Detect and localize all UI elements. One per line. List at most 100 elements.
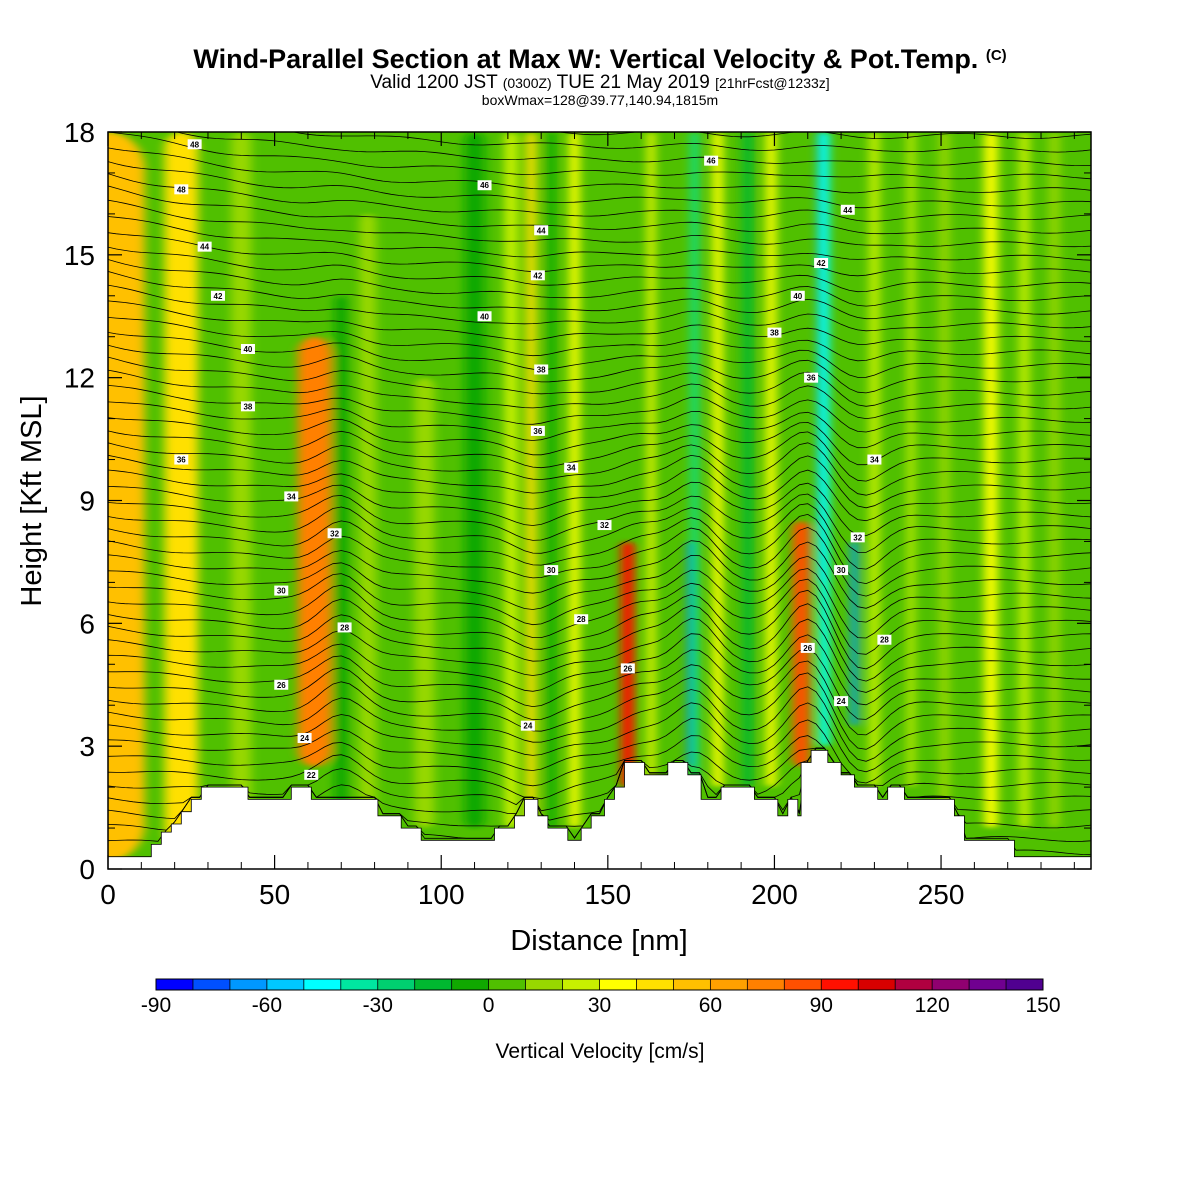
contour-label-17: 42 [533, 271, 542, 280]
y-tick-label-1: 3 [79, 731, 95, 762]
isentrope-25 [108, 481, 1091, 537]
isentrope-48 [108, 161, 1091, 209]
colorbar-label-6: 90 [810, 994, 833, 1017]
colorbar-swatch-1 [192, 979, 231, 990]
contour-label-11: 26 [277, 681, 286, 690]
velocity-band-8 [464, 132, 485, 829]
contour-label-14: 46 [480, 181, 489, 190]
valid-time-line: Valid 1200 JST (0300Z) TUE 21 May 2019 [… [0, 72, 1200, 94]
isentrope-36 [108, 332, 1091, 378]
contour-label-23: 28 [577, 615, 586, 624]
isentrope-40 [108, 271, 1091, 320]
isentrope-37 [108, 317, 1091, 362]
isentrope-53 [555, 132, 1091, 140]
isentrope-26 [108, 467, 1091, 522]
isentrope-41 [108, 259, 1091, 307]
isentrope-12 [108, 648, 1091, 720]
colorbar-label-4: 30 [588, 994, 611, 1017]
contour-label-18: 38 [537, 365, 546, 374]
contour-label-bg-8 [327, 528, 342, 539]
colorbar-swatch-10 [525, 979, 563, 990]
colorbar-swatch-5 [340, 979, 379, 990]
contour-label-bg-2 [197, 241, 212, 252]
isentrope-52 [291, 132, 1091, 153]
contour-label-bg-13 [304, 769, 319, 780]
valid-prefix: Valid 1200 JST [370, 72, 498, 93]
y-tick-label-6: 18 [64, 117, 95, 148]
y-axis-title: Height [Kft MSL] [16, 395, 48, 606]
isentrope-33 [108, 369, 1091, 420]
isentrope-39 [108, 284, 1091, 332]
contour-label-25: 24 [523, 722, 532, 731]
colorbar-swatch-6 [377, 979, 416, 990]
velocity-band-12 [569, 132, 580, 829]
isentrope-45 [108, 199, 1091, 248]
colorbar-swatch-7 [414, 979, 453, 990]
colorbar-label-8: 150 [1025, 994, 1060, 1017]
contour-label-bg-3 [210, 290, 225, 301]
colorbar-swatch-17 [784, 979, 822, 990]
isentrope-20 [108, 540, 1091, 609]
isentrope-54 [108, 76, 1091, 125]
contour-label-bg-35 [877, 634, 892, 645]
colorbar-label-2: -30 [363, 994, 393, 1017]
contour-label-21: 32 [600, 521, 609, 530]
isentrope-11 [108, 660, 1091, 736]
isentrope-51 [175, 132, 1091, 167]
x-tick-label-2: 100 [418, 879, 465, 910]
contour-label-bg-6 [174, 454, 189, 465]
isentrope-44 [108, 216, 1091, 261]
contour-label-bg-20 [564, 462, 579, 473]
x-axis-title: Distance [nm] [510, 925, 687, 957]
colorbar-swatch-22 [969, 979, 1007, 990]
contour-label-bg-12 [297, 732, 312, 743]
y-tick-label-4: 12 [64, 363, 95, 394]
contour-label-bg-0 [187, 139, 202, 150]
valid-date: TUE 21 May 2019 [556, 72, 710, 93]
theta-contours [108, 76, 1091, 856]
x-tick-label-1: 50 [259, 879, 290, 910]
contour-label-bg-29 [790, 290, 805, 301]
isentrope-32 [108, 385, 1091, 433]
contour-label-bg-11 [274, 679, 289, 690]
contour-label-5: 38 [243, 402, 252, 411]
isentrope-22 [108, 513, 1091, 585]
y-tick-label-3: 9 [79, 486, 95, 517]
contour-label-32: 34 [870, 456, 879, 465]
isentrope-8 [108, 702, 1091, 773]
colorbar-swatch-8 [451, 979, 490, 990]
velocity-band-4 [297, 336, 332, 767]
x-tick-label-3: 150 [584, 879, 631, 910]
contour-label-bg-36 [800, 642, 815, 653]
contour-label-bg-9 [274, 585, 289, 596]
colorbar-label-1: -60 [252, 994, 282, 1017]
contour-label-bg-37 [834, 696, 849, 707]
isentrope-15 [108, 603, 1091, 682]
contour-label-bg-23 [574, 614, 589, 625]
isentrope-49 [108, 147, 1091, 194]
isentrope-19 [108, 554, 1091, 623]
isentrope-17 [108, 578, 1091, 655]
velocity-band-30 [1049, 132, 1060, 829]
colorbar-label-5: 60 [699, 994, 722, 1017]
contour-label-29: 40 [793, 292, 802, 301]
isentrope-21 [108, 526, 1091, 597]
valid-utc: (0300Z) [502, 75, 552, 91]
velocity-band-11 [547, 132, 555, 829]
velocity-band-0 [108, 132, 145, 861]
isentrope-42 [108, 246, 1091, 293]
contour-label-16: 44 [537, 226, 546, 235]
isentrope-6 [108, 735, 1091, 787]
velocity-band-14 [647, 132, 655, 788]
contour-label-22: 30 [547, 566, 556, 575]
contour-label-bg-10 [337, 622, 352, 633]
box-max-info: boxWmax=128@39.77,140.94,1815m [481, 92, 719, 108]
contour-label-bg-24 [620, 663, 635, 674]
contour-label-9: 30 [277, 587, 286, 596]
forecast-info: [21hrFcst@1233z] [715, 75, 830, 91]
colorbar-swatch-19 [858, 979, 896, 990]
isentrope-43 [108, 232, 1091, 277]
contour-label-13: 22 [307, 771, 316, 780]
velocity-band-27 [939, 132, 950, 829]
